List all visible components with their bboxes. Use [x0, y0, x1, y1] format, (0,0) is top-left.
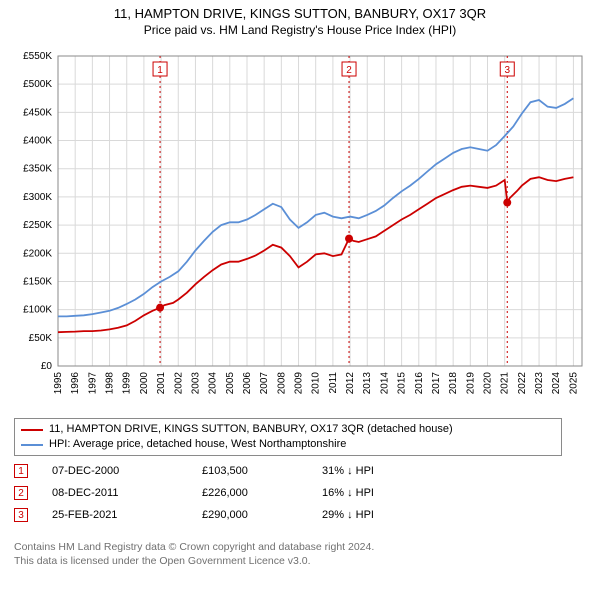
footer-line-2: This data is licensed under the Open Gov…: [14, 554, 374, 568]
event-row: 2 08-DEC-2011£226,00016% ↓ HPI: [14, 482, 574, 504]
title-line-1: 11, HAMPTON DRIVE, KINGS SUTTON, BANBURY…: [0, 6, 600, 21]
svg-text:2020: 2020: [483, 372, 494, 395]
svg-text:2019: 2019: [465, 372, 476, 395]
svg-text:£500K: £500K: [23, 79, 52, 90]
svg-text:2018: 2018: [448, 372, 459, 395]
event-diff: 31% ↓ HPI: [322, 465, 374, 477]
svg-text:1999: 1999: [122, 372, 133, 395]
legend-swatch: [21, 444, 43, 446]
event-row: 3 25-FEB-2021£290,00029% ↓ HPI: [14, 504, 574, 526]
svg-text:3: 3: [504, 65, 510, 76]
event-price: £103,500: [202, 465, 322, 477]
svg-text:2002: 2002: [173, 372, 184, 395]
svg-text:2004: 2004: [208, 372, 219, 395]
svg-text:2014: 2014: [379, 372, 390, 395]
svg-text:2016: 2016: [414, 372, 425, 395]
svg-text:£350K: £350K: [23, 164, 52, 175]
footer-line-1: Contains HM Land Registry data © Crown c…: [14, 540, 374, 554]
legend-label: HPI: Average price, detached house, West…: [49, 437, 346, 452]
svg-text:£150K: £150K: [23, 276, 52, 287]
svg-text:2010: 2010: [311, 372, 322, 395]
event-marker-box: 1: [14, 464, 28, 478]
svg-text:£100K: £100K: [23, 305, 52, 316]
svg-text:1996: 1996: [70, 372, 81, 395]
legend-row: HPI: Average price, detached house, West…: [21, 437, 555, 452]
svg-text:2015: 2015: [397, 372, 408, 395]
event-date: 25-FEB-2021: [52, 509, 202, 521]
event-marker-box: 3: [14, 508, 28, 522]
svg-text:2011: 2011: [328, 372, 339, 394]
svg-text:£0: £0: [41, 361, 53, 372]
svg-text:2000: 2000: [139, 372, 150, 395]
event-row: 1 07-DEC-2000£103,50031% ↓ HPI: [14, 460, 574, 482]
svg-text:1997: 1997: [87, 372, 98, 395]
chart-titles: 11, HAMPTON DRIVE, KINGS SUTTON, BANBURY…: [0, 0, 600, 37]
svg-text:2021: 2021: [500, 372, 511, 395]
event-price: £290,000: [202, 509, 322, 521]
svg-text:2007: 2007: [259, 372, 270, 395]
legend-box: 11, HAMPTON DRIVE, KINGS SUTTON, BANBURY…: [14, 418, 562, 456]
svg-text:2005: 2005: [225, 372, 236, 395]
legend-row: 11, HAMPTON DRIVE, KINGS SUTTON, BANBURY…: [21, 422, 555, 437]
event-date: 08-DEC-2011: [52, 487, 202, 499]
svg-text:2009: 2009: [294, 372, 305, 395]
legend-swatch: [21, 429, 43, 431]
svg-text:2: 2: [346, 65, 352, 76]
event-diff: 16% ↓ HPI: [322, 487, 374, 499]
svg-text:2013: 2013: [362, 372, 373, 395]
chart-container: £0 £50K £100K £150K £200K £250K £300K £350K £400…: [8, 48, 592, 408]
svg-text:2001: 2001: [156, 372, 167, 395]
svg-text:2024: 2024: [551, 372, 562, 395]
svg-text:2003: 2003: [190, 372, 201, 395]
svg-text:£550K: £550K: [23, 51, 52, 62]
sale-events-table: 1 07-DEC-2000£103,50031% ↓ HPI 2 08-DEC-201…: [14, 460, 574, 526]
svg-text:2023: 2023: [534, 372, 545, 395]
chart-svg: £0 £50K £100K £150K £200K £250K £300K £350K £400…: [8, 48, 592, 408]
svg-text:1: 1: [157, 65, 163, 76]
svg-text:2006: 2006: [242, 372, 253, 395]
svg-text:£50K: £50K: [29, 333, 53, 344]
svg-text:2022: 2022: [517, 372, 528, 395]
event-price: £226,000: [202, 487, 322, 499]
svg-text:£200K: £200K: [23, 248, 52, 259]
legend-label: 11, HAMPTON DRIVE, KINGS SUTTON, BANBURY…: [49, 422, 453, 437]
svg-text:£250K: £250K: [23, 220, 52, 231]
svg-text:2017: 2017: [431, 372, 442, 395]
svg-text:£450K: £450K: [23, 107, 52, 118]
event-marker-box: 2: [14, 486, 28, 500]
svg-text:2025: 2025: [568, 372, 579, 395]
svg-text:£400K: £400K: [23, 136, 52, 147]
svg-text:2008: 2008: [276, 372, 287, 395]
event-diff: 29% ↓ HPI: [322, 509, 374, 521]
svg-text:2012: 2012: [345, 372, 356, 395]
footer-attribution: Contains HM Land Registry data © Crown c…: [14, 540, 374, 568]
event-date: 07-DEC-2000: [52, 465, 202, 477]
svg-text:1998: 1998: [105, 372, 116, 395]
svg-text:£300K: £300K: [23, 192, 52, 203]
svg-text:1995: 1995: [53, 372, 64, 395]
title-line-2: Price paid vs. HM Land Registry's House …: [0, 23, 600, 37]
